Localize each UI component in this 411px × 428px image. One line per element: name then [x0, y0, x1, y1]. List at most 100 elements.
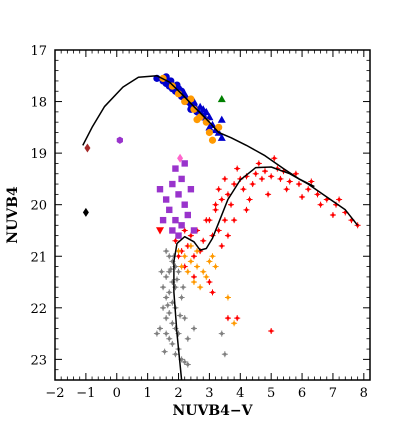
error-cross-center — [183, 228, 187, 233]
error-cross-center — [175, 277, 179, 282]
error-cross-point — [224, 294, 231, 301]
square-point — [190, 227, 198, 234]
error-cross-point — [181, 315, 188, 322]
error-cross-center — [173, 352, 178, 356]
y-tick-label: 19 — [30, 147, 47, 162]
error-cross-point — [190, 325, 197, 332]
error-cross-point — [166, 268, 173, 275]
error-cross-center — [217, 187, 221, 191]
error-cross-center — [180, 264, 184, 269]
error-cross-point — [169, 299, 176, 306]
error-cross-center — [297, 182, 301, 186]
error-cross-center — [186, 337, 190, 341]
error-cross-point — [228, 201, 235, 208]
marker-layer — [82, 73, 361, 368]
error-cross-point — [194, 263, 201, 270]
error-cross-point — [206, 279, 213, 286]
error-cross-center — [309, 179, 313, 184]
error-cross-point — [172, 325, 179, 332]
error-cross-point — [271, 155, 278, 162]
error-cross-center — [176, 270, 181, 274]
error-cross-point — [231, 181, 238, 188]
error-cross-center — [167, 290, 171, 294]
error-cross-center — [164, 275, 168, 279]
square-point — [159, 216, 167, 224]
square-point — [166, 206, 173, 214]
error-cross-center — [204, 275, 208, 279]
triangle-point — [217, 94, 226, 103]
error-cross-point — [215, 227, 222, 234]
error-cross-point — [224, 315, 231, 322]
error-cross-center — [198, 285, 202, 289]
error-cross-center — [161, 306, 165, 310]
error-cross-point — [221, 175, 228, 182]
error-cross-center — [201, 239, 205, 243]
error-cross-center — [331, 213, 335, 217]
error-cross-point — [295, 181, 302, 188]
error-cross-center — [294, 172, 298, 176]
y-tick-label: 22 — [30, 302, 47, 317]
y-tick-label: 23 — [30, 353, 47, 368]
error-cross-point — [221, 351, 228, 358]
error-cross-point — [163, 273, 170, 280]
x-tick-label: 6 — [298, 386, 306, 401]
error-cross-point — [184, 335, 191, 342]
error-cross-center — [189, 259, 193, 264]
error-cross-center — [278, 177, 283, 181]
x-tick-label: 8 — [360, 386, 368, 401]
error-cross-point — [234, 315, 241, 322]
error-cross-center — [285, 187, 289, 191]
error-cross-center — [254, 172, 258, 176]
square-point — [172, 216, 179, 224]
error-cross-point — [329, 212, 336, 218]
circle-point — [215, 123, 223, 131]
error-cross-point — [163, 330, 170, 337]
error-cross-center — [247, 197, 252, 202]
error-cross-point — [166, 289, 173, 296]
error-cross-point — [175, 248, 182, 255]
error-cross-center — [195, 264, 199, 269]
error-cross-center — [204, 218, 208, 222]
error-cross-point — [153, 330, 160, 337]
y-tick-label: 20 — [30, 199, 47, 214]
x-tick-label: 5 — [267, 386, 275, 401]
error-cross-point — [181, 358, 188, 365]
error-cross-center — [263, 169, 267, 173]
triangle-point — [189, 97, 198, 105]
error-cross-point — [206, 217, 213, 224]
square-point — [178, 222, 185, 229]
error-cross-center — [167, 337, 171, 341]
error-cross-point — [246, 196, 253, 203]
error-cross-point — [308, 178, 315, 185]
error-cross-center — [226, 234, 230, 238]
diamond-point — [84, 143, 91, 153]
error-cross-point — [231, 217, 238, 224]
x-tick-label: −1 — [76, 386, 95, 401]
error-cross-point — [166, 335, 173, 342]
error-cross-point — [305, 186, 312, 193]
error-cross-center — [166, 303, 170, 307]
error-cross-point — [240, 186, 247, 193]
error-cross-point — [215, 186, 222, 193]
error-cross-center — [244, 208, 249, 212]
error-cross-center — [158, 326, 162, 331]
error-cross-center — [186, 270, 190, 274]
x-tick-label: 4 — [236, 386, 244, 401]
error-cross-point — [314, 191, 321, 198]
error-cross-center — [183, 254, 187, 258]
error-cross-point — [317, 201, 324, 208]
error-cross-point — [255, 160, 262, 167]
error-cross-point — [203, 217, 210, 224]
error-cross-center — [207, 280, 212, 284]
error-cross-point — [169, 320, 176, 327]
error-cross-point — [200, 268, 207, 275]
error-cross-center — [306, 187, 310, 191]
error-cross-center — [164, 331, 168, 336]
error-cross-point — [212, 206, 219, 213]
error-cross-center — [220, 331, 224, 336]
error-cross-center — [176, 254, 181, 258]
error-cross-point — [187, 242, 194, 249]
error-cross-center — [232, 321, 236, 325]
error-cross-point — [283, 186, 290, 193]
isochrone-line — [173, 166, 359, 380]
